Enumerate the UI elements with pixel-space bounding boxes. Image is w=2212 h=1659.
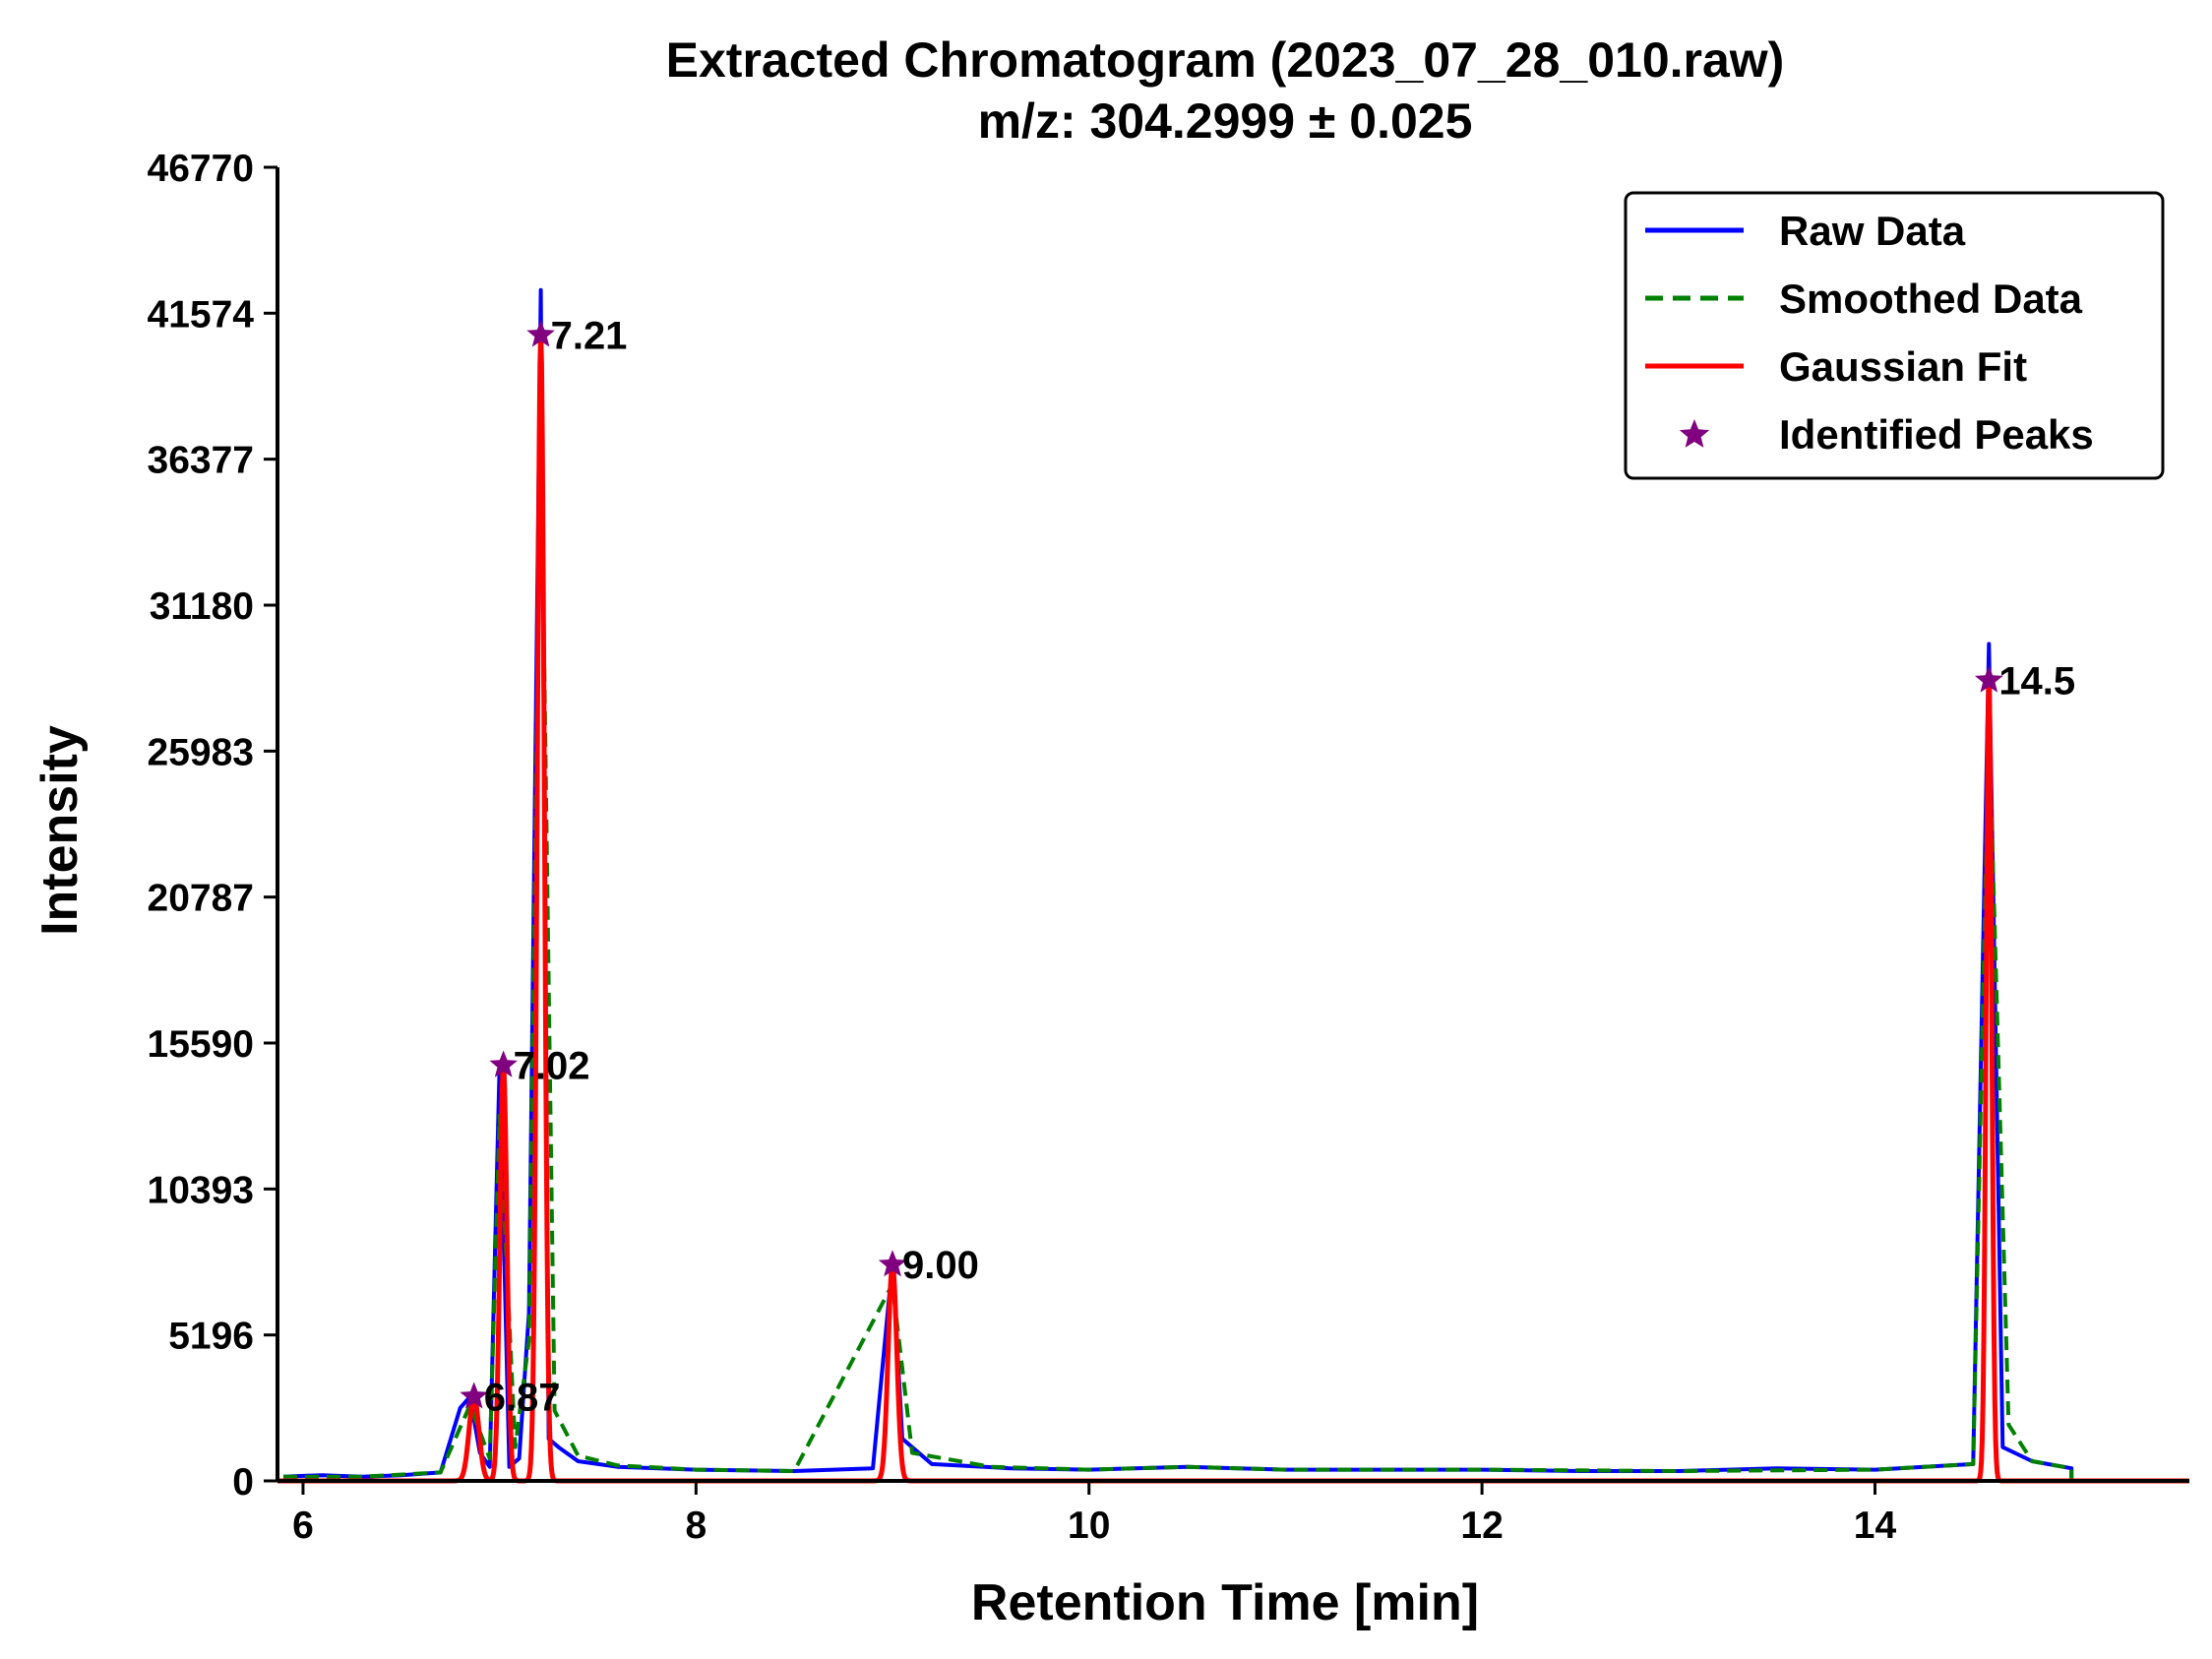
- peak-marker-star-icon: [1975, 665, 2003, 693]
- y-tick-label: 5196: [168, 1316, 254, 1358]
- peak-label-1: 7.02: [514, 1045, 590, 1088]
- chart-subtitle: m/z: 304.2999 ± 0.025: [978, 93, 1473, 149]
- peak-marker-star-icon: [460, 1382, 488, 1409]
- y-axis-ticks: 0 5196 10393 15590 20787 25983 31180 36377 41574…: [148, 148, 277, 1504]
- x-tick-label: 14: [1854, 1505, 1897, 1547]
- y-tick-label: 10393: [148, 1169, 254, 1211]
- y-tick-label: 25983: [148, 731, 254, 773]
- x-tick-label: 10: [1068, 1505, 1110, 1547]
- x-axis-ticks: 6 8 10 12 14: [292, 1481, 1896, 1547]
- legend-fit-label: Gaussian Fit: [1779, 343, 2027, 390]
- peak-marker-star-icon: [878, 1250, 907, 1277]
- legend-box: [1624, 191, 2165, 480]
- legend-raw-label: Raw Data: [1779, 208, 1966, 254]
- peak-marker-star-icon: [526, 320, 555, 347]
- y-tick-label: 41574: [148, 293, 255, 336]
- peak-marker-star-icon: [489, 1050, 518, 1077]
- peak-label-3: 9.00: [902, 1244, 979, 1287]
- y-tick-label: 36377: [148, 440, 254, 482]
- plot-area: 6.87 7.02 7.21 9.00 14.5: [276, 167, 2191, 1484]
- x-tick-label: 8: [685, 1505, 707, 1547]
- y-tick-label: 15590: [148, 1023, 254, 1066]
- legend-peaks-label: Identified Peaks: [1779, 411, 2094, 458]
- peak-label-2: 7.21: [551, 314, 628, 357]
- x-tick-label: 12: [1460, 1505, 1503, 1547]
- legend-smoothed-label: Smoothed Data: [1779, 276, 2083, 322]
- legend-star-icon: [1679, 419, 1710, 448]
- y-tick-label: 46770: [148, 148, 254, 190]
- peak-label-4: 14.5: [1998, 659, 2075, 703]
- y-tick-label: 20787: [148, 878, 254, 920]
- y-axis-label: Intensity: [31, 725, 89, 936]
- x-axis-label: Retention Time [min]: [971, 1574, 1479, 1631]
- y-tick-label: 31180: [150, 585, 254, 628]
- chart-title: Extracted Chromatogram (2023_07_28_010.r…: [666, 32, 1785, 88]
- x-tick-label: 6: [292, 1505, 314, 1547]
- legend: Raw Data Smoothed Data Gaussian Fit Iden…: [1624, 191, 2165, 480]
- peak-label-0: 6.87: [484, 1376, 561, 1419]
- y-tick-label: 0: [232, 1461, 254, 1504]
